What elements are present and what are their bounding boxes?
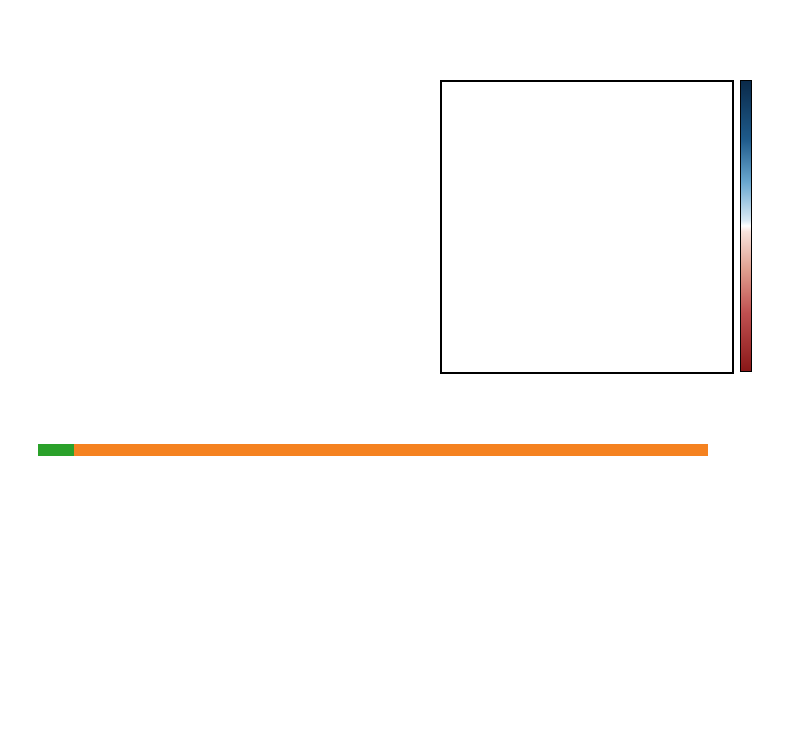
corr-colorbar [740,80,752,372]
panel-c-heatmap [18,430,778,457]
corr-grid [440,80,734,374]
group-bar [38,444,708,456]
group-labels [38,430,708,444]
panel-b-corr [380,15,780,395]
group-ccc-bar [74,444,708,456]
group-lts-bar [38,444,74,456]
